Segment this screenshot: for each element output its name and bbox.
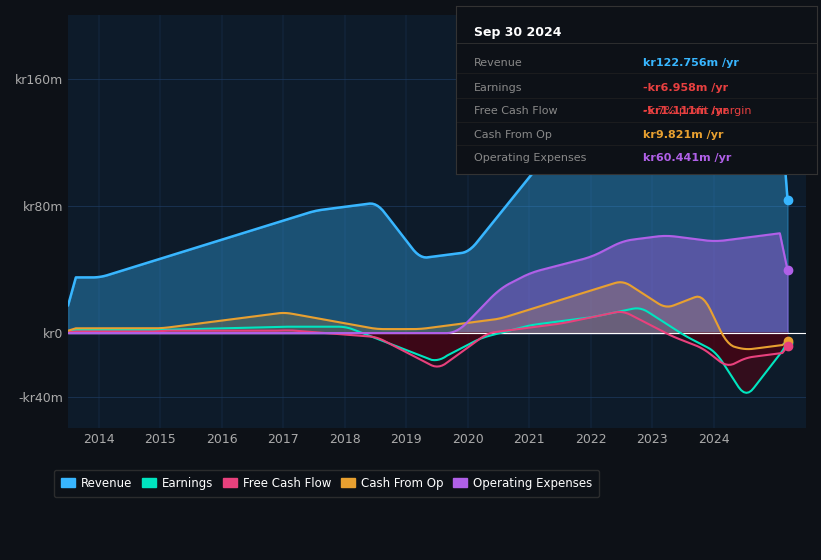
Text: Earnings: Earnings [474, 83, 522, 93]
Text: -5.7% profit margin: -5.7% profit margin [644, 106, 752, 116]
Text: kr9.821m /yr: kr9.821m /yr [644, 130, 724, 140]
Text: Free Cash Flow: Free Cash Flow [474, 106, 557, 116]
Text: -kr1.111m /yr: -kr1.111m /yr [644, 106, 728, 116]
Text: Cash From Op: Cash From Op [474, 130, 552, 140]
Text: Revenue: Revenue [474, 58, 522, 68]
Text: kr60.441m /yr: kr60.441m /yr [644, 153, 732, 164]
Text: Operating Expenses: Operating Expenses [474, 153, 586, 164]
Text: Sep 30 2024: Sep 30 2024 [474, 26, 562, 39]
Text: -kr6.958m /yr: -kr6.958m /yr [644, 83, 728, 93]
Text: kr122.756m /yr: kr122.756m /yr [644, 58, 740, 68]
Legend: Revenue, Earnings, Free Cash Flow, Cash From Op, Operating Expenses: Revenue, Earnings, Free Cash Flow, Cash … [54, 470, 599, 497]
